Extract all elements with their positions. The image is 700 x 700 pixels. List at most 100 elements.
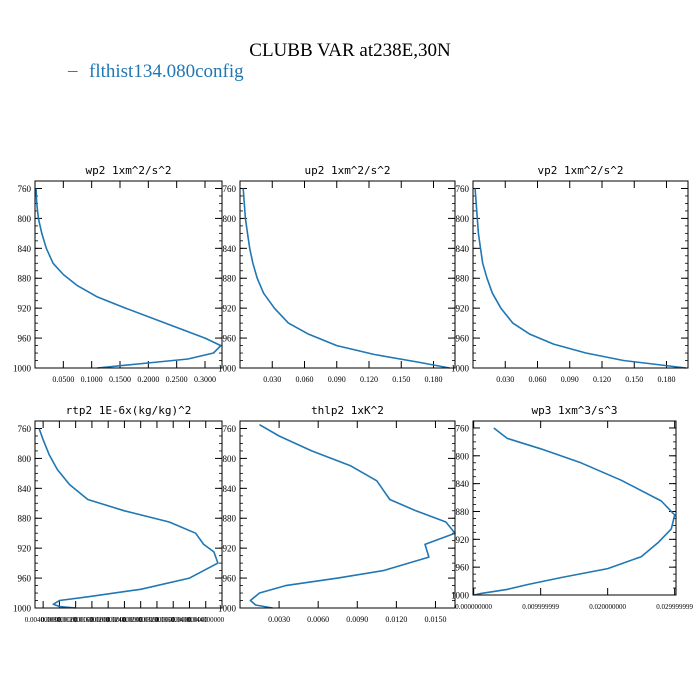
x-tick-label: 0.2500	[166, 375, 188, 384]
x-tick-label: 0.000000000	[455, 603, 492, 611]
y-tick-label: 920	[18, 544, 32, 554]
y-tick-label: 800	[18, 454, 32, 464]
subplot-2: up2 1xm^2/s^2 760 800 840 880 920 960 1000 0.030…	[218, 164, 456, 384]
plot-frame	[472, 180, 689, 369]
subplot-title: vp2 1xm^2/s^2	[537, 164, 623, 177]
x-tick-label: 0.090	[328, 375, 346, 384]
y-tick-label: 760	[456, 184, 470, 194]
y-tick-label: 880	[456, 507, 470, 517]
x-tick-label: 0.120	[360, 375, 378, 384]
x-tick-label: 0.060	[296, 375, 314, 384]
plot-frame	[34, 180, 223, 369]
y-tick-label: 880	[223, 274, 237, 284]
x-tick-label: 0.3000	[194, 375, 216, 384]
y-tick-label: 960	[223, 334, 237, 344]
plot-frame	[34, 420, 223, 609]
x-tick-label: 0.0030	[268, 615, 290, 624]
subplot-1: wp2 1xm^2/s^2 760 800 840 880 920 960 1000 0.050…	[13, 164, 223, 384]
x-tick-label: 0.016000000	[74, 616, 111, 624]
y-tick-label: 1000	[218, 604, 237, 614]
x-tick-label: 0.044000000	[187, 616, 224, 624]
x-tick-label: 0.030	[263, 375, 281, 384]
y-tick-label: 760	[456, 423, 470, 433]
y-tick-label: 800	[456, 451, 470, 461]
x-tick-label: 0.180	[658, 375, 676, 384]
x-tick-label: 0.120	[593, 375, 611, 384]
series-line	[242, 188, 450, 369]
x-tick-label: 0.012000000	[57, 616, 94, 624]
x-tick-label: 0.090	[561, 375, 579, 384]
y-tick-label: 840	[223, 244, 237, 254]
x-tick-label: 0.0500	[52, 375, 74, 384]
y-tick-label: 960	[223, 574, 237, 584]
y-tick-label: 920	[18, 304, 32, 314]
y-tick-label: 1000	[451, 364, 470, 374]
subplot-3: vp2 1xm^2/s^2 760 800 840 880 920 960 1000 0.030…	[451, 164, 689, 384]
y-tick-label: 880	[223, 514, 237, 524]
x-tick-label: 0.030	[496, 375, 514, 384]
y-tick-label: 800	[18, 214, 32, 224]
y-tick-label: 1000	[451, 591, 470, 601]
y-tick-label: 1000	[13, 364, 32, 374]
x-tick-label: 0.024000000	[106, 616, 143, 624]
y-tick-label: 960	[456, 563, 470, 573]
x-tick-label: 0.0090	[346, 615, 368, 624]
subplot-title: thlp2 1xK^2	[311, 404, 384, 417]
y-tick-label: 800	[456, 214, 470, 224]
subplot-title: wp2 1xm^2/s^2	[85, 164, 171, 177]
legend-marker: –	[67, 60, 78, 81]
y-tick-label: 760	[18, 184, 32, 194]
y-tick-label: 880	[18, 514, 32, 524]
series-line	[249, 424, 456, 609]
x-tick-label: 0.2000	[137, 375, 159, 384]
subplot-title: wp3 1xm^3/s^3	[531, 404, 617, 417]
y-tick-label: 1000	[13, 604, 32, 614]
y-tick-label: 760	[223, 424, 237, 434]
x-tick-label: 0.0150	[424, 615, 446, 624]
subplot-5: thlp2 1xK^2 760 800 840 880 920 960 1000 0.0030 0…	[218, 404, 456, 624]
x-tick-label: 0.060	[529, 375, 547, 384]
y-tick-label: 840	[456, 244, 470, 254]
x-tick-label: 0.040000000	[171, 616, 208, 624]
x-tick-label: 0.029999999	[656, 603, 693, 611]
x-tick-label: 0.150	[625, 375, 643, 384]
y-tick-label: 840	[223, 484, 237, 494]
x-tick-label: 0.020000000	[90, 616, 127, 624]
x-tick-label: 0.036000000	[155, 616, 192, 624]
subplot-grid: wp2 1xm^2/s^2 760 800 840 880 920 960 1000 0.050…	[13, 164, 694, 624]
subplot-title: up2 1xm^2/s^2	[304, 164, 390, 177]
x-tick-label: 0.1000	[81, 375, 103, 384]
y-tick-label: 920	[223, 304, 237, 314]
figure-title: CLUBB VAR at238E,30N	[249, 40, 451, 61]
y-tick-label: 760	[18, 424, 32, 434]
y-tick-label: 920	[456, 304, 470, 314]
subplot-title: rtp2 1E-6x(kg/kg)^2	[66, 404, 192, 417]
subplot-4: rtp2 1E-6x(kg/kg)^2 760 800 840 880 920 960 100…	[13, 404, 225, 624]
x-tick-label: 0.180	[425, 375, 443, 384]
legend-label: flthist134.080config	[89, 61, 244, 82]
series-line	[35, 188, 222, 369]
y-tick-label: 960	[18, 334, 32, 344]
y-tick-label: 1000	[218, 364, 237, 374]
y-tick-label: 800	[223, 454, 237, 464]
x-tick-label: 0.032000000	[139, 616, 176, 624]
y-tick-label: 880	[456, 274, 470, 284]
x-tick-label: 0.0120	[385, 615, 407, 624]
y-tick-label: 960	[18, 574, 32, 584]
y-tick-label: 840	[456, 479, 470, 489]
y-tick-label: 880	[18, 274, 32, 284]
y-tick-label: 840	[18, 484, 32, 494]
subplot-6: wp3 1xm^3/s^3 760 800 840 880 920 960 1000 0.000…	[451, 404, 694, 611]
series-line	[473, 427, 676, 596]
x-tick-label: 0.008000000	[41, 616, 78, 624]
x-tick-label: 0.004000000	[25, 616, 62, 624]
y-tick-label: 760	[223, 184, 237, 194]
plot-frame	[472, 420, 677, 596]
x-tick-label: 0.020000000	[589, 603, 626, 611]
x-tick-label: 0.1500	[109, 375, 131, 384]
y-tick-label: 800	[223, 214, 237, 224]
y-tick-label: 960	[456, 334, 470, 344]
x-tick-label: 0.028000000	[122, 616, 159, 624]
y-tick-label: 920	[223, 544, 237, 554]
